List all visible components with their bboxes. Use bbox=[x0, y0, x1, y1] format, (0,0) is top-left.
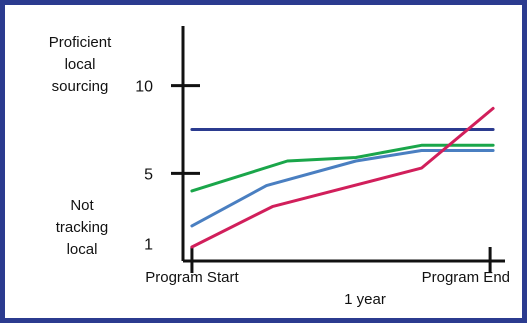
y-axis-bottom-label: Not tracking local bbox=[56, 197, 109, 258]
series-line bbox=[190, 149, 495, 228]
x-axis-label: 1 year bbox=[344, 291, 386, 308]
y-top-label-line: sourcing bbox=[52, 78, 109, 95]
y-bottom-label-line: local bbox=[67, 241, 98, 258]
x-tick-label: Program Start bbox=[145, 269, 239, 286]
series-line bbox=[190, 106, 495, 249]
y-bottom-label-line: tracking bbox=[56, 219, 109, 236]
y-tick-label: 5 bbox=[144, 166, 153, 183]
y-axis-top-label: Proficient local sourcing bbox=[49, 34, 112, 95]
y-tick-label: 1 bbox=[144, 236, 153, 253]
y-tick-label: 10 bbox=[135, 79, 153, 96]
x-tick-label: Program End bbox=[422, 269, 510, 286]
y-bottom-label-line: Not bbox=[70, 197, 94, 214]
y-top-label-line: Proficient bbox=[49, 34, 112, 51]
series-line bbox=[190, 143, 495, 193]
y-top-label-line: local bbox=[65, 56, 96, 73]
